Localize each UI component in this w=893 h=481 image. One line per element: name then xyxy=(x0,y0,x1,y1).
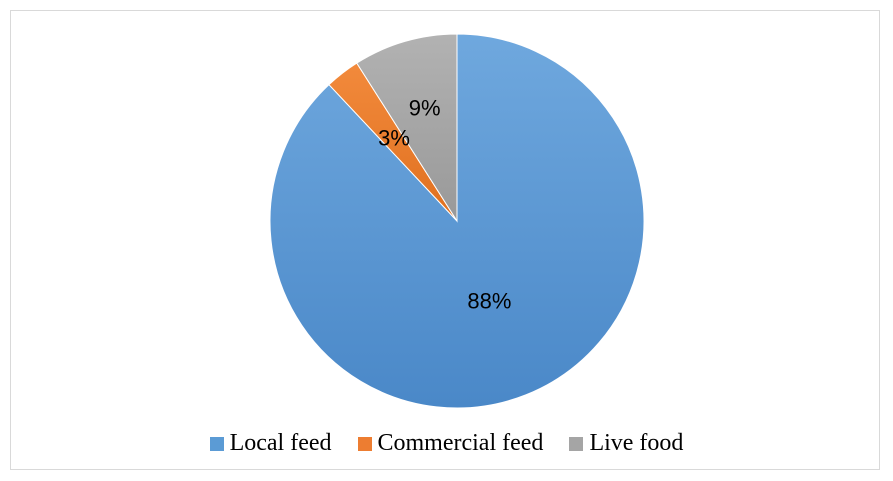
legend-item-local-feed: Local feed xyxy=(209,430,332,457)
legend-label-commercial-feed: Commercial feed xyxy=(377,430,544,456)
pie-slice-live-food xyxy=(356,33,458,223)
legend-label-live-food: Live food xyxy=(589,430,684,456)
pie-labels: 88% 3% 9% xyxy=(378,96,511,314)
data-label-local-feed: 88% xyxy=(467,289,511,314)
legend-swatch-local-feed xyxy=(209,436,224,451)
legend-swatch-live-food xyxy=(569,436,584,451)
pie-slices xyxy=(269,33,645,409)
legend-item-live-food: Live food xyxy=(569,430,683,457)
legend-swatch-commercial-feed xyxy=(357,436,372,451)
chart-legend: Local feed Commercial feed Live food xyxy=(0,430,893,457)
data-label-live-food: 9% xyxy=(409,96,441,121)
data-label-commercial-feed: 3% xyxy=(378,126,410,151)
legend-item-commercial-feed: Commercial feed xyxy=(357,430,544,457)
legend-label-local-feed: Local feed xyxy=(229,430,332,456)
